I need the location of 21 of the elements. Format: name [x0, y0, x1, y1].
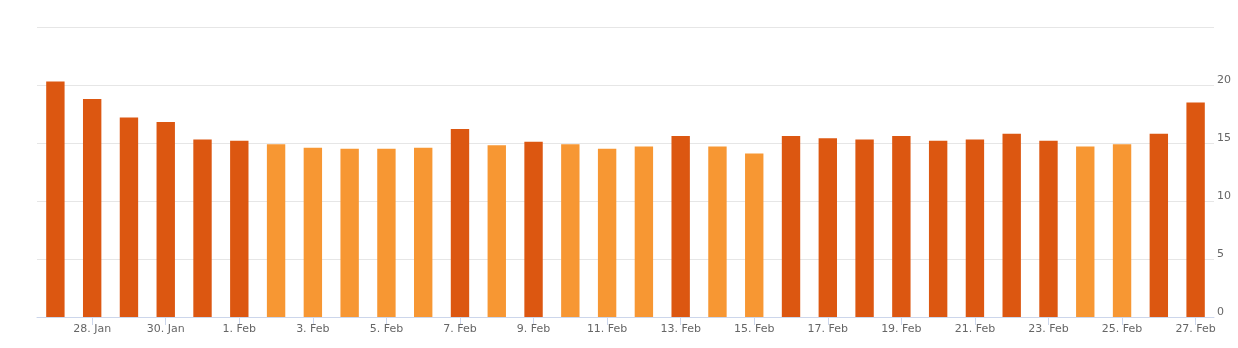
- x-tick-label: 28. Jan: [73, 322, 112, 335]
- x-tick-label: 13. Feb: [660, 322, 701, 335]
- x-tick-label: 9. Feb: [516, 322, 551, 335]
- y-tick-label: 20: [1217, 73, 1231, 86]
- x-tick-label: 5. Feb: [369, 322, 404, 335]
- x-tick-label: 30. Jan: [146, 322, 185, 335]
- y-tick-label: 15: [1217, 131, 1231, 144]
- x-tick-label: 17. Feb: [807, 322, 849, 335]
- x-tick-label: 19. Feb: [881, 322, 922, 335]
- x-tick-label: 3. Feb: [296, 322, 330, 335]
- y-tick-label: 10: [1217, 189, 1231, 202]
- x-tick-label: 1. Feb: [222, 322, 257, 335]
- x-tick-label: 7. Feb: [443, 322, 477, 335]
- x-tick-label: 25. Feb: [1101, 322, 1143, 335]
- x-tick-label: 23. Feb: [1028, 322, 1069, 335]
- y-tick-label: 5: [1217, 247, 1224, 260]
- x-tick-label: 27. Feb: [1175, 322, 1216, 335]
- x-tick-label: 11. Feb: [586, 322, 628, 335]
- x-tick-label: 15. Feb: [734, 322, 775, 335]
- x-tick-label: 21. Feb: [954, 322, 996, 335]
- y-tick-label: 0: [1217, 305, 1224, 318]
